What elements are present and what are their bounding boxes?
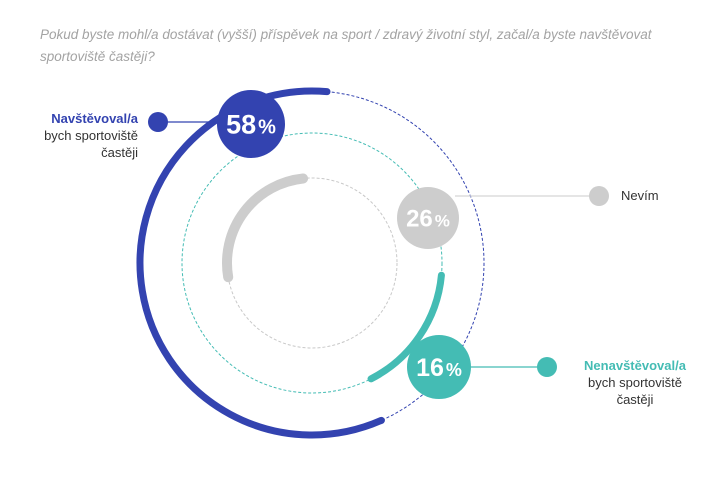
- label-nevim: Nevím: [621, 187, 659, 204]
- label-nenavstevoval: Nenavštěvoval/a bych sportoviště častěji: [570, 357, 700, 408]
- bubble-nevim: [397, 187, 459, 249]
- legend-dot-nevim: [589, 186, 609, 206]
- legend-dot-nenavstevoval: [537, 357, 557, 377]
- label-nenavstevoval-line3: častěji: [616, 392, 654, 407]
- legend-dot-navstevoval: [148, 112, 168, 132]
- arc-nevim: [222, 173, 309, 283]
- value-bubbles: 58 % 26 % 16%: [217, 90, 471, 399]
- label-nenavstevoval-line2: bych sportoviště: [588, 375, 682, 390]
- bubble-nenavstevoval: [407, 335, 471, 399]
- label-connectors: [148, 112, 609, 377]
- label-navstevoval-line1: Navštěvoval/a: [51, 111, 138, 126]
- label-navstevoval: Navštěvoval/a bych sportoviště častěji: [20, 110, 138, 161]
- ring-arcs: [136, 87, 445, 439]
- label-nevim-text: Nevím: [621, 188, 659, 203]
- label-navstevoval-line3: častěji: [101, 145, 138, 160]
- bubble-navstevoval: [217, 90, 285, 158]
- value-label-navstevoval: 58%: [226, 110, 276, 140]
- ring-track-2: [181, 132, 443, 394]
- chart-question: Pokud byste mohl/a dostávat (vyšší) přís…: [40, 27, 652, 64]
- value-label-nevim: 26%: [406, 206, 450, 233]
- label-nenavstevoval-line1: Nenavštěvoval/a: [584, 358, 686, 373]
- label-navstevoval-line2: bych sportoviště: [44, 128, 138, 143]
- arc-nenavstevoval: [367, 271, 445, 383]
- value-label-nenavstevoval: 16%: [416, 354, 462, 382]
